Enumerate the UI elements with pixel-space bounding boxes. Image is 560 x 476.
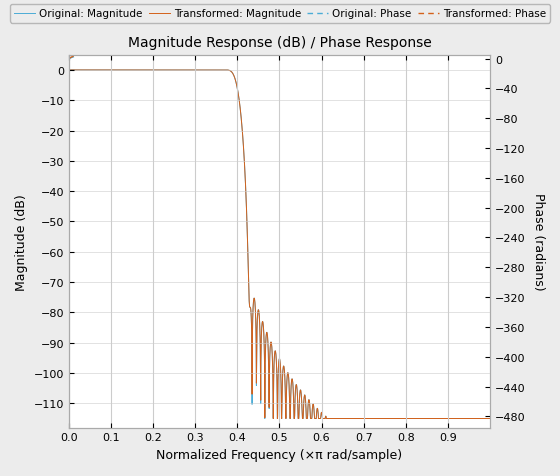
Line: Transformed: Magnitude: Transformed: Magnitude [69,71,490,418]
Original: Phase: (0, -0): Phase: (0, -0) [66,57,72,62]
Original: Magnitude: (0.383, -0.24): Magnitude: (0.383, -0.24) [227,69,234,74]
Transformed: Magnitude: (1, -115): Magnitude: (1, -115) [487,416,493,421]
Transformed: Magnitude: (0.737, -115): Magnitude: (0.737, -115) [376,416,382,421]
Original: Magnitude: (0.521, -100): Magnitude: (0.521, -100) [284,370,291,376]
Transformed: Magnitude: (0.383, -0.24): Magnitude: (0.383, -0.24) [227,69,234,74]
Original: Magnitude: (1, -115): Magnitude: (1, -115) [487,416,493,421]
Original: Magnitude: (0.737, -115): Magnitude: (0.737, -115) [376,416,382,421]
Original: Magnitude: (0.518, -102): Magnitude: (0.518, -102) [284,376,291,381]
Y-axis label: Phase (radians): Phase (radians) [532,193,545,290]
Transformed: Magnitude: (0.521, -100): Magnitude: (0.521, -100) [284,370,291,376]
Line: Original: Magnitude: Original: Magnitude [69,71,490,418]
Original: Phase: (0.382, 79): Phase: (0.382, 79) [226,0,233,3]
X-axis label: Normalized Frequency (×π rad/sample): Normalized Frequency (×π rad/sample) [156,448,403,461]
Original: Phase: (0.289, 59.8): Phase: (0.289, 59.8) [187,12,194,18]
Transformed: Magnitude: (0.485, -115): Magnitude: (0.485, -115) [270,416,277,421]
Transformed: Magnitude: (0.36, 0.00149): Magnitude: (0.36, 0.00149) [217,68,224,74]
Title: Magnitude Response (dB) / Phase Response: Magnitude Response (dB) / Phase Response [128,36,431,50]
Line: Transformed: Phase: Transformed: Phase [69,0,490,60]
Transformed: Magnitude: (0.518, -102): Magnitude: (0.518, -102) [284,376,291,381]
Transformed: Phase: (0, 0): Phase: (0, 0) [66,57,72,62]
Original: Magnitude: (0.289, -0.000114): Magnitude: (0.289, -0.000114) [187,68,194,74]
Transformed: Magnitude: (0, 9.64e-15): Magnitude: (0, 9.64e-15) [66,68,72,74]
Original: Magnitude: (0.36, 0.00149): Magnitude: (0.36, 0.00149) [217,68,224,74]
Y-axis label: Magnitude (dB): Magnitude (dB) [15,193,28,290]
Transformed: Magnitude: (0.5, -95.4): Magnitude: (0.5, -95.4) [276,357,283,362]
Original: Magnitude: (0.5, -95.4): Magnitude: (0.5, -95.4) [276,357,283,362]
Legend: Original: Magnitude, Transformed: Magnitude, Original: Phase, Transformed: Phase: Original: Magnitude, Transformed: Magnit… [10,5,550,23]
Original: Magnitude: (0, 7.71e-15): Magnitude: (0, 7.71e-15) [66,68,72,74]
Original: Magnitude: (0.465, -115): Magnitude: (0.465, -115) [262,416,268,421]
Transformed: Magnitude: (0.289, -0.000114): Magnitude: (0.289, -0.000114) [187,68,194,74]
Line: Original: Phase: Original: Phase [69,0,490,60]
